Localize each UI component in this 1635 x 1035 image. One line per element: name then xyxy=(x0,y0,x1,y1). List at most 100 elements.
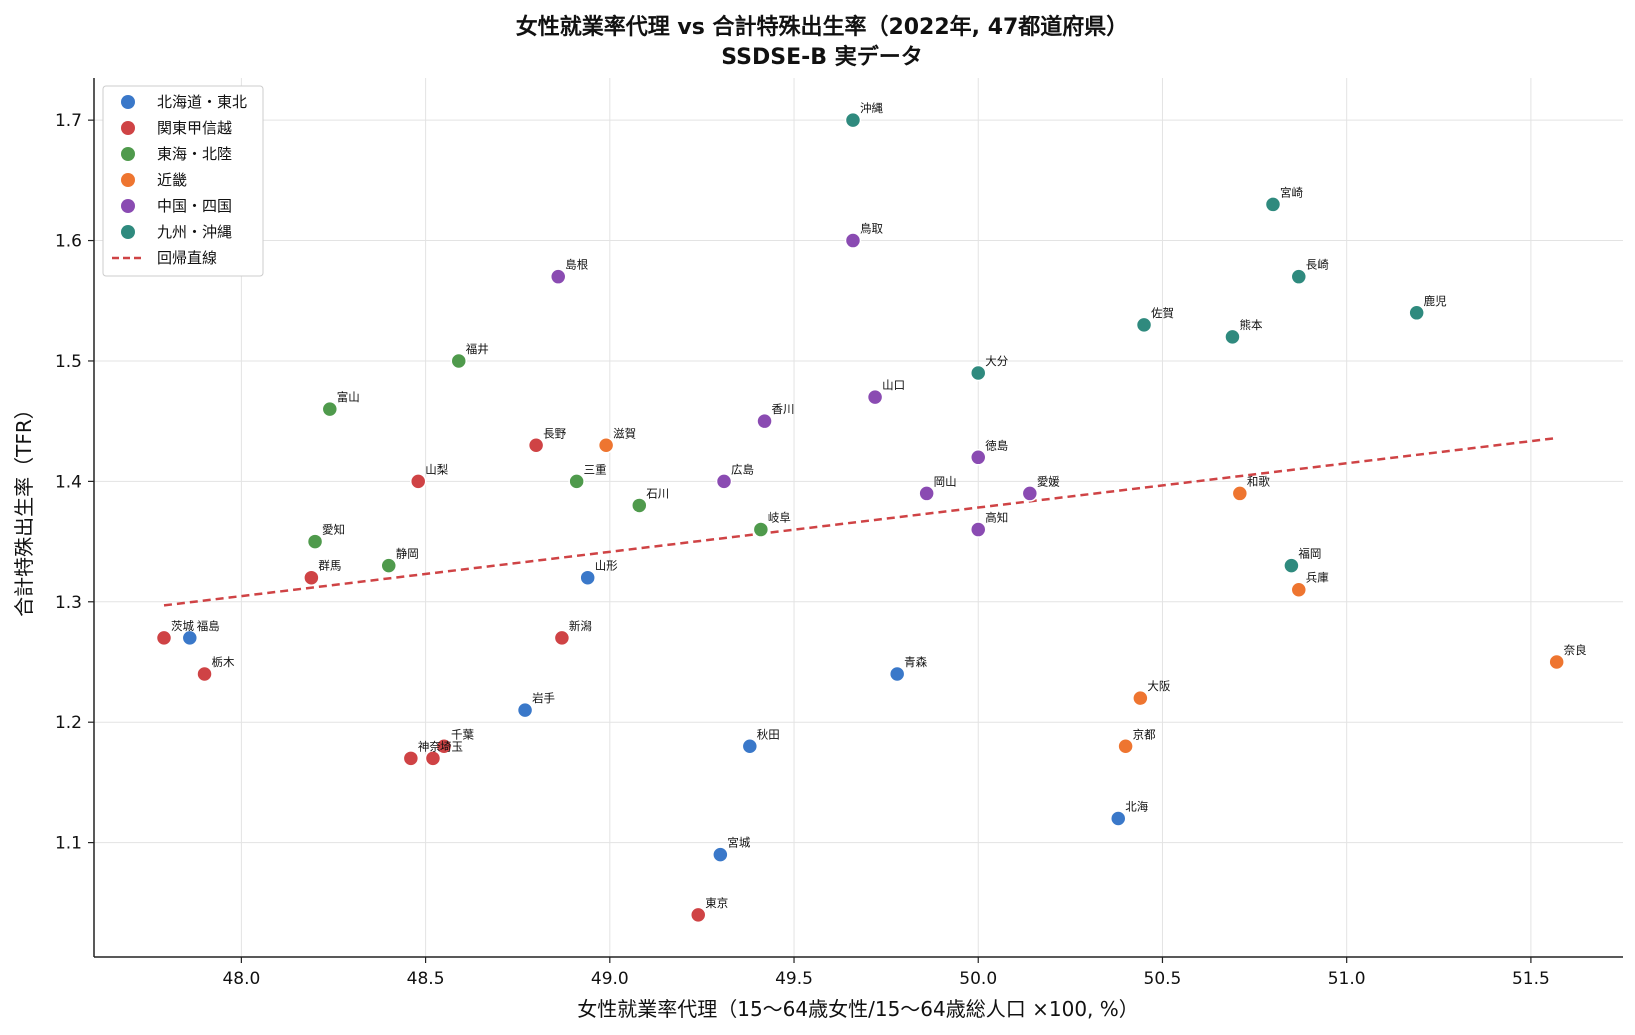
data-point-label: 山形 xyxy=(595,559,618,573)
data-point-label: 岩手 xyxy=(532,691,555,705)
data-point xyxy=(918,485,935,502)
data-point xyxy=(631,497,648,514)
data-point xyxy=(1408,304,1425,322)
data-point xyxy=(1021,485,1039,502)
data-point xyxy=(1231,485,1249,502)
data-point xyxy=(752,521,770,538)
data-point-label: 長崎 xyxy=(1306,258,1329,272)
data-point-label: 愛知 xyxy=(322,523,345,537)
data-point-label: 高知 xyxy=(985,511,1008,525)
data-point-label: 神奈 xyxy=(418,739,441,753)
data-point xyxy=(1548,653,1565,671)
y-tick-label: 1.5 xyxy=(55,352,82,372)
data-point-label: 群馬 xyxy=(318,559,341,573)
data-point xyxy=(1117,738,1134,755)
x-axis-label: 女性就業率代理（15〜64歳女性/15〜64歳総人口 ×100, %） xyxy=(577,997,1139,1021)
data-point-label: 千葉 xyxy=(451,727,474,741)
data-point-label: 福島 xyxy=(197,619,220,633)
x-tick-label: 48.0 xyxy=(222,969,260,989)
data-point-label: 福岡 xyxy=(1298,547,1321,561)
data-point-label: 宮崎 xyxy=(1280,185,1303,199)
data-point xyxy=(568,473,585,490)
data-point xyxy=(1283,557,1300,574)
data-point xyxy=(424,750,442,767)
data-point-label: 大阪 xyxy=(1147,679,1170,693)
data-point-label: 和歌 xyxy=(1247,474,1270,488)
data-point-label: 岐阜 xyxy=(768,511,791,525)
data-point-label: 鹿児 xyxy=(1424,294,1447,308)
data-point-label: 愛媛 xyxy=(1037,474,1060,488)
data-point xyxy=(553,629,571,647)
regression-line xyxy=(163,436,1557,607)
points-layer xyxy=(155,111,1565,924)
data-point-label: 栃木 xyxy=(212,655,235,669)
data-point-label: 徳島 xyxy=(985,438,1008,452)
data-point xyxy=(715,473,733,490)
chart-subtitle: SSDSE-B 実データ xyxy=(721,44,922,70)
data-point-label: 富山 xyxy=(337,390,360,404)
data-point xyxy=(1290,268,1308,285)
data-point-label: 北海 xyxy=(1125,800,1148,814)
data-point xyxy=(409,473,427,490)
axes xyxy=(93,78,1623,958)
data-point-label: 香川 xyxy=(772,402,795,416)
y-tick-label: 1.1 xyxy=(55,834,82,854)
y-tick-label: 1.6 xyxy=(55,232,82,252)
data-point xyxy=(712,846,729,863)
data-point xyxy=(1290,581,1308,598)
legend-label: 東海・北陸 xyxy=(157,145,232,163)
data-point xyxy=(741,738,759,755)
y-axis-label: 合計特殊出生率（TFR） xyxy=(12,399,36,617)
x-tick-label: 49.0 xyxy=(591,969,629,989)
legend-marker xyxy=(121,199,135,213)
data-point xyxy=(1132,689,1149,707)
y-tick-label: 1.2 xyxy=(55,713,82,733)
y-tick-label: 1.3 xyxy=(55,593,82,613)
data-point xyxy=(888,665,906,683)
data-point xyxy=(844,232,862,249)
data-point-label: 鳥取 xyxy=(860,222,883,236)
legend-marker xyxy=(121,173,135,187)
data-point-label: 沖縄 xyxy=(860,101,883,115)
data-point xyxy=(435,738,453,755)
legend-label: 中国・四国 xyxy=(157,197,232,215)
data-point xyxy=(1135,316,1153,334)
data-point-label: 島根 xyxy=(565,258,588,272)
legend-marker xyxy=(121,121,135,135)
data-point xyxy=(527,437,545,454)
legend-box xyxy=(102,85,264,277)
data-point-label: 岡山 xyxy=(934,474,957,488)
legend-label: 北海道・東北 xyxy=(157,93,247,111)
data-point xyxy=(1109,810,1127,827)
legend-marker xyxy=(121,147,135,161)
data-point-label: 兵庫 xyxy=(1306,571,1329,585)
y-ticks: 1.1 1.2 1.3 1.4 1.5 1.6 1.7 xyxy=(55,111,94,854)
data-point xyxy=(321,400,339,418)
data-point xyxy=(597,437,615,454)
data-point xyxy=(549,268,567,285)
grid xyxy=(94,78,1623,957)
chart-title: 女性就業率代理 vs 合計特殊出生率（2022年, 47都道府県） xyxy=(516,14,1129,40)
legend-marker xyxy=(121,95,135,109)
data-point xyxy=(969,521,987,538)
regression-layer xyxy=(163,436,1557,607)
data-point xyxy=(181,629,199,647)
data-point-label: 大分 xyxy=(985,354,1008,368)
x-tick-label: 48.5 xyxy=(407,969,445,989)
data-point xyxy=(155,629,173,647)
y-tick-label: 1.4 xyxy=(55,472,82,492)
data-point xyxy=(402,750,420,767)
data-point-label: 青森 xyxy=(904,655,927,669)
data-point-label: 東京 xyxy=(705,896,728,910)
data-point-label: 新潟 xyxy=(569,619,592,633)
legend-marker xyxy=(121,225,135,239)
data-point-label: 滋賀 xyxy=(613,426,636,440)
data-point xyxy=(303,569,320,586)
x-tick-label: 51.0 xyxy=(1328,969,1366,989)
data-point-label: 茨城 xyxy=(171,619,194,633)
data-point xyxy=(380,557,397,574)
legend-label: 関東甲信越 xyxy=(157,119,232,137)
data-point-label: 秋田 xyxy=(757,727,780,741)
